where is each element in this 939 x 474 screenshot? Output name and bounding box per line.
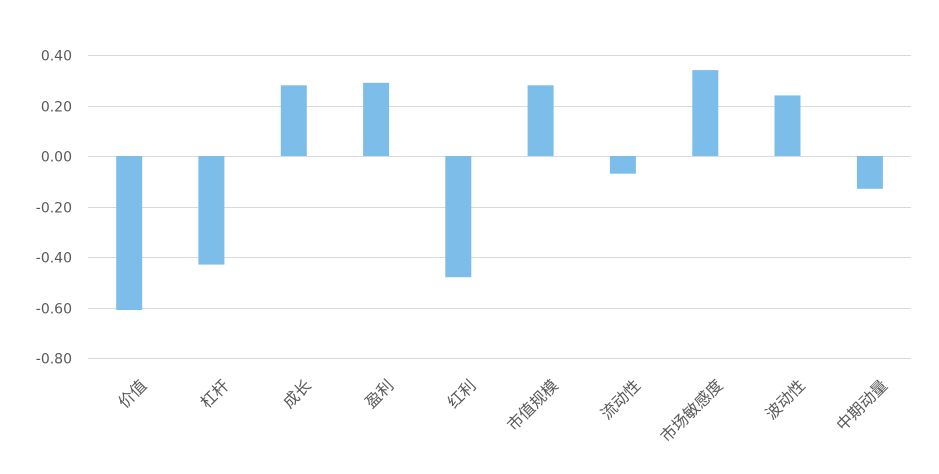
y-tick-label: -0.80 — [36, 352, 72, 368]
bar — [280, 85, 307, 156]
x-axis-ticks: 价值 杠杆 成长 盈利 红利 市值规模 流动性 市场敏感度 波动性 中期动量 — [114, 376, 891, 446]
bar — [116, 156, 143, 310]
y-tick-label: 0.00 — [41, 150, 72, 166]
bar — [692, 70, 719, 156]
y-tick-label: -0.20 — [36, 201, 72, 217]
x-category-label: 杠杆 — [197, 376, 233, 412]
y-tick-label: 0.40 — [41, 49, 72, 65]
x-category-label: 中期动量 — [832, 376, 891, 435]
y-tick-label: -0.40 — [36, 251, 72, 267]
bar — [363, 82, 390, 156]
bar — [445, 156, 472, 278]
x-category-label: 流动性 — [597, 376, 644, 423]
bar — [856, 156, 883, 189]
x-category-label: 价值 — [114, 376, 150, 412]
y-tick-label: 0.20 — [41, 100, 72, 116]
bars — [116, 70, 883, 310]
x-category-label: 红利 — [444, 376, 480, 412]
grid-layer — [88, 55, 911, 359]
x-category-label: 成长 — [279, 376, 315, 412]
x-category-label: 盈利 — [361, 376, 397, 412]
bar — [774, 95, 801, 156]
x-category-label: 市场敏感度 — [657, 376, 727, 446]
bar — [527, 85, 554, 156]
bar — [609, 156, 636, 174]
y-tick-label: -0.60 — [36, 302, 72, 318]
x-category-label: 波动性 — [761, 376, 808, 423]
y-axis-ticks: 0.40 0.20 0.00 -0.20 -0.40 -0.60 -0.80 — [36, 49, 72, 368]
x-category-label: 市值规模 — [503, 376, 562, 435]
bar — [198, 156, 225, 265]
